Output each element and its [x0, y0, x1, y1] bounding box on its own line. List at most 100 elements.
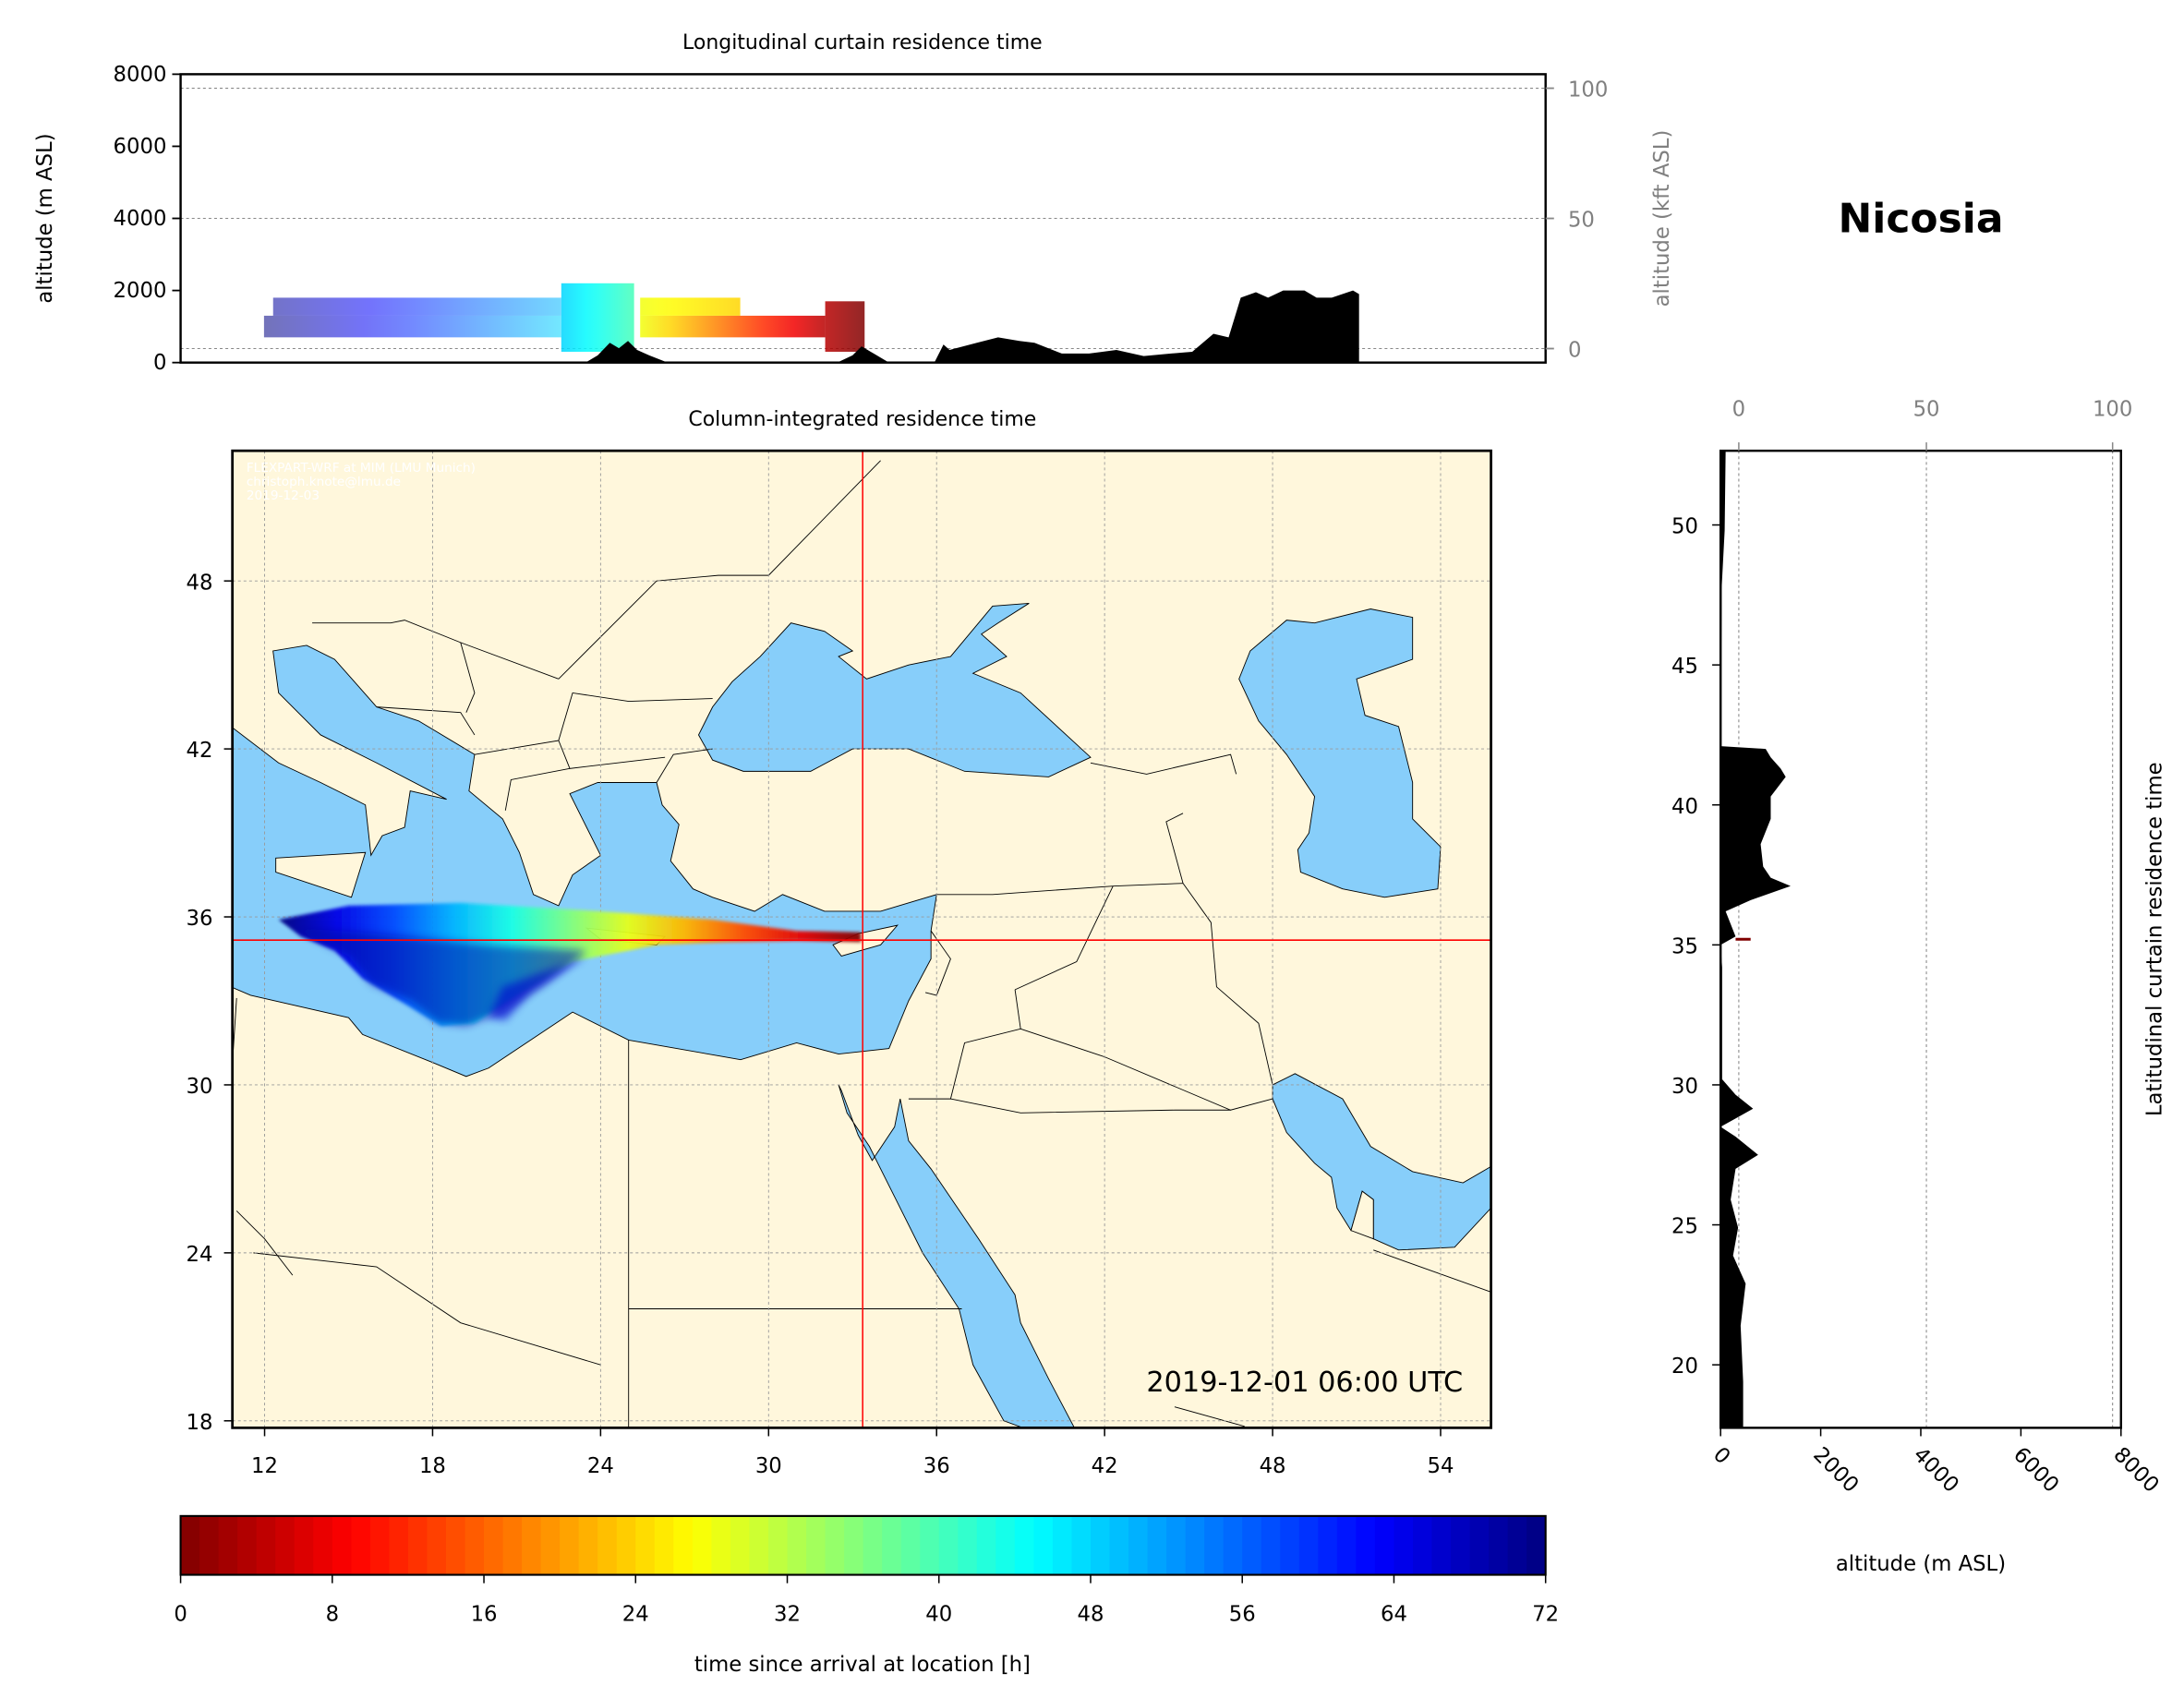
country-border	[1165, 813, 1184, 884]
colorbar-swatch	[1033, 1515, 1054, 1575]
right-x-ticks-top: 0 50 100	[1732, 397, 2132, 452]
tick-label: 50	[1671, 515, 1698, 539]
tick-label: 45	[1671, 655, 1698, 679]
country-border	[558, 460, 881, 680]
watermark: FLEXPART-WRF at MIM (LMU Munich) christo…	[247, 461, 476, 503]
colorbar-swatch	[1412, 1515, 1433, 1575]
tick-label: 24	[587, 1454, 614, 1478]
country-border	[376, 706, 476, 736]
tick-label: 0	[153, 351, 166, 375]
country-border	[253, 1252, 601, 1366]
plume-layer	[825, 301, 865, 352]
country-border	[312, 620, 560, 680]
tick-label: 40	[925, 1603, 952, 1627]
country-border	[656, 748, 713, 783]
country-border	[232, 997, 237, 1070]
colorbar-swatch	[1526, 1515, 1547, 1575]
country-border	[950, 1098, 1231, 1114]
colorbar: 0 8 16 24 32 40 48 56 64 72 time since arrival at…	[174, 1514, 1559, 1677]
colorbar-swatch	[635, 1515, 656, 1575]
colorbar-swatch	[1318, 1515, 1338, 1575]
plume-layer	[640, 297, 741, 316]
tick-label: 42	[186, 739, 212, 763]
colorbar-swatches	[180, 1515, 1547, 1575]
country-border	[504, 767, 571, 811]
top-y-ticks-right: 0 50 100	[1545, 78, 1608, 363]
tick-label: 36	[923, 1454, 950, 1478]
colorbar-swatch	[1374, 1515, 1395, 1575]
tick-label: 30	[1671, 1075, 1698, 1099]
colorbar-swatch	[730, 1515, 751, 1575]
colorbar-swatch	[673, 1515, 694, 1575]
colorbar-swatch	[749, 1515, 769, 1575]
colorbar-swatch	[1128, 1515, 1149, 1575]
latitudinal-curtain-panel: 0 2000 4000 6000 8000 0 50 100 20253035404550 …	[1671, 397, 2167, 1576]
watermark-line: 2019-12-03	[247, 488, 320, 503]
tick-label: 12	[251, 1454, 278, 1478]
tick-label: 35	[1671, 934, 1698, 958]
station-title: Nicosia	[1838, 196, 2003, 243]
map-frame	[231, 449, 1492, 1429]
tick-label: 50	[1913, 397, 1940, 421]
colorbar-swatch	[522, 1515, 542, 1575]
colorbar-swatch	[332, 1515, 352, 1575]
colorbar-swatch	[958, 1515, 978, 1575]
colorbar-swatch	[806, 1515, 827, 1575]
colorbar-swatch	[1071, 1515, 1092, 1575]
colorbar-swatch	[256, 1515, 276, 1575]
island-sicily	[275, 851, 367, 898]
colorbar-swatch	[1166, 1515, 1187, 1575]
colorbar-swatch	[920, 1515, 940, 1575]
colorbar-swatch	[1507, 1515, 1527, 1575]
colorbar-swatch	[654, 1515, 674, 1575]
right-y-ticks: 20 25 30 35 40 45 50	[1671, 515, 1721, 1379]
colorbar-swatch	[369, 1515, 390, 1575]
colorbar-swatch	[767, 1515, 789, 1575]
tick-label: 16	[471, 1603, 498, 1627]
plume-core-lobe	[489, 956, 587, 1021]
tick-label: 30	[755, 1454, 782, 1478]
colorbar-swatch	[900, 1515, 921, 1575]
colorbar-swatch	[237, 1515, 258, 1575]
colorbar-swatch	[1052, 1515, 1073, 1575]
tick-label: 4000	[114, 207, 167, 231]
colorbar-label: time since arrival at location [h]	[694, 1653, 1031, 1677]
tick-label: 18	[186, 1411, 212, 1435]
colorbar-swatch	[578, 1515, 598, 1575]
colorbar-swatch	[407, 1515, 428, 1575]
colorbar-swatch	[275, 1515, 296, 1575]
colorbar-swatch	[560, 1515, 580, 1575]
colorbar-swatch	[218, 1515, 238, 1575]
top-panel-title: Longitudinal curtain residence time	[682, 31, 1043, 54]
plume-layer	[272, 297, 561, 316]
top-terrain	[585, 290, 1359, 363]
right-x-ticks: 0 2000 4000 6000 8000	[1708, 1427, 2164, 1498]
colorbar-swatch	[1185, 1515, 1205, 1575]
colorbar-swatch	[427, 1515, 447, 1575]
country-border	[924, 930, 951, 996]
colorbar-swatch	[597, 1515, 618, 1575]
tick-label: 20	[1671, 1355, 1698, 1379]
colorbar-swatch	[1109, 1515, 1129, 1575]
tick-label: 8000	[2108, 1443, 2163, 1498]
tick-label: 6000	[114, 135, 167, 159]
residence-time-plume	[278, 902, 862, 1027]
tick-label: 42	[1092, 1454, 1118, 1478]
map-title: Column-integrated residence time	[688, 408, 1036, 431]
tick-label: 72	[1532, 1603, 1559, 1627]
tick-label: 8000	[114, 63, 167, 87]
country-border	[936, 883, 1184, 896]
colorbar-swatch	[540, 1515, 561, 1575]
colorbar-swatch	[484, 1515, 504, 1575]
tick-label: 32	[774, 1603, 801, 1627]
colorbar-swatch	[1298, 1515, 1319, 1575]
colorbar-swatch	[1280, 1515, 1300, 1575]
tick-label: 100	[2093, 397, 2132, 421]
colorbar-swatch	[1223, 1515, 1243, 1575]
top-y-label-right: altitude (kft ASL)	[1650, 130, 1674, 307]
watermark-line: FLEXPART-WRF at MIM (LMU Munich)	[247, 461, 476, 476]
colorbar-swatch	[1469, 1515, 1490, 1575]
colorbar-swatch	[389, 1515, 409, 1575]
colorbar-swatch	[1014, 1515, 1035, 1575]
right-x-label: altitude (m ASL)	[1836, 1552, 2006, 1576]
